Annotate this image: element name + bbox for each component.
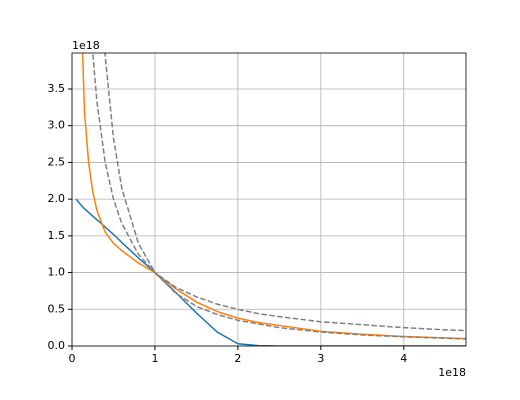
x-offset-label: 1e18 — [438, 366, 466, 379]
y-tick-label: 0.5 — [48, 302, 66, 315]
x-tick-label: 1 — [151, 352, 158, 365]
x-tick-label: 2 — [234, 352, 241, 365]
x-tick-label: 3 — [317, 352, 324, 365]
y-tick-label: 1.5 — [48, 229, 66, 242]
x-tick-label: 0 — [69, 352, 76, 365]
y-tick-label: 2.0 — [48, 192, 66, 205]
x-tick-label: 4 — [400, 352, 407, 365]
line-series — [92, 53, 466, 332]
plot-frame — [71, 52, 467, 347]
line-series — [104, 53, 466, 340]
line-series — [75, 198, 466, 346]
y-offset-label: 1e18 — [72, 39, 100, 52]
y-tick-label: 2.5 — [48, 155, 66, 168]
y-tick-label: 3.5 — [48, 82, 66, 95]
y-tick-label: 1.0 — [48, 266, 66, 279]
line-series — [81, 53, 466, 340]
y-tick-label: 3.0 — [48, 119, 66, 132]
y-tick-label: 0.0 — [48, 339, 66, 352]
